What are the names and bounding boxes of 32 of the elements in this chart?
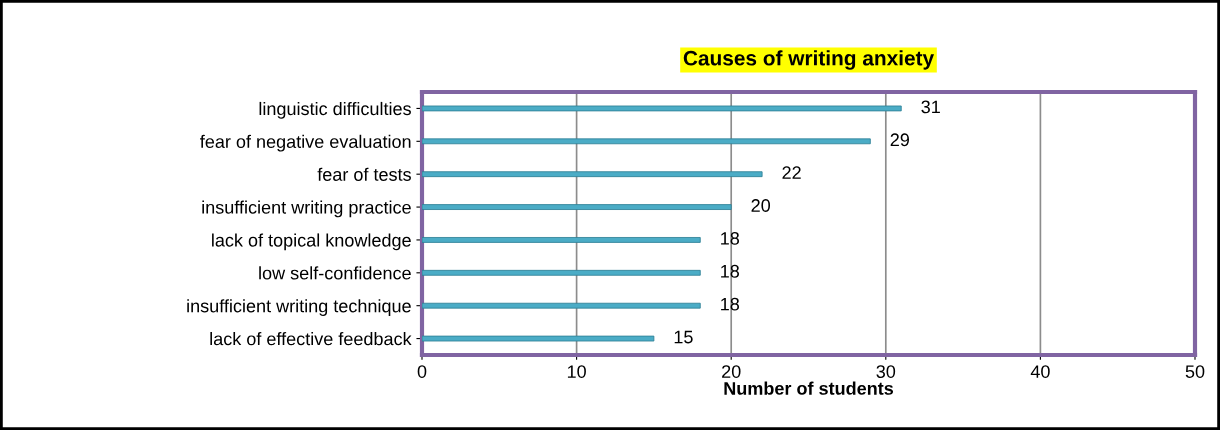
- x-tick-label: 0: [417, 365, 427, 378]
- y-tick-label: insufficient writing technique: [187, 299, 411, 316]
- y-tick-label: lack of topical knowledge: [212, 233, 411, 251]
- y-tick-label: fear of tests: [317, 167, 411, 181]
- x-tick-label: 40: [1030, 365, 1050, 378]
- bar: [422, 335, 655, 342]
- data-label: 29: [890, 133, 910, 147]
- data-label: 18: [721, 232, 740, 245]
- chart-title: Causes of writing anxiety: [683, 50, 935, 70]
- y-tick-label: linguistic difficulties: [259, 101, 411, 119]
- y-tick-label: lack of effective feedback: [210, 332, 412, 346]
- data-label: 18: [721, 297, 740, 311]
- x-tick-label: 50: [1185, 365, 1205, 378]
- y-tick-label: insufficient writing practice: [202, 200, 411, 218]
- x-axis-title: Number of students: [724, 381, 894, 395]
- bar: [422, 105, 902, 112]
- bar: [422, 269, 701, 276]
- data-label: 15: [674, 330, 693, 344]
- x-tick-label: 30: [876, 365, 896, 378]
- y-tick-label: fear of negative evaluation: [200, 134, 411, 152]
- bar: [422, 204, 732, 210]
- bar: [422, 138, 871, 145]
- data-label: 18: [721, 264, 740, 278]
- y-tick-label: low self-confidence: [259, 266, 411, 280]
- bar: [422, 302, 701, 309]
- data-label: 22: [782, 166, 801, 179]
- x-tick-label: 10: [567, 365, 586, 378]
- x-tick-label: 20: [722, 365, 741, 378]
- data-label: 20: [751, 199, 771, 212]
- data-label: 31: [921, 100, 940, 114]
- bar: [422, 237, 701, 243]
- bar: [422, 171, 763, 178]
